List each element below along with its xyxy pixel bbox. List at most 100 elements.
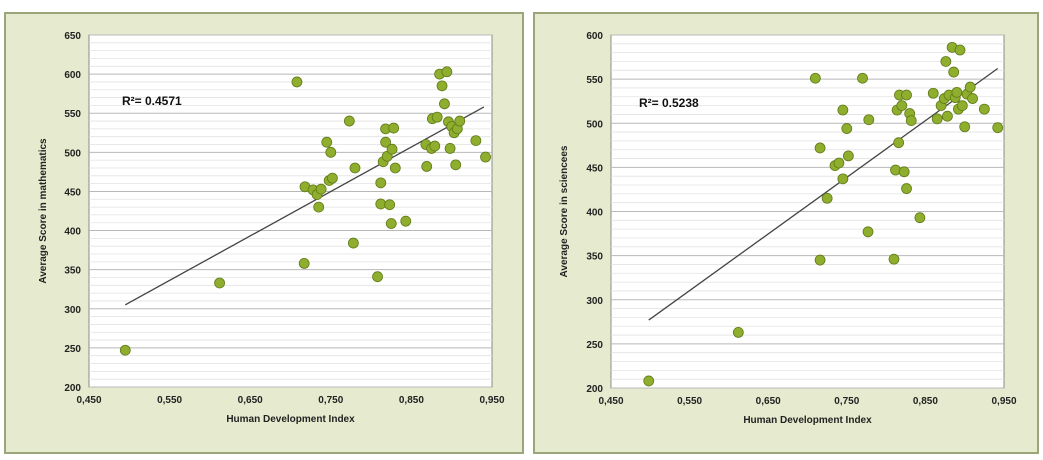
data-point [386,143,398,155]
y-tick-label: 600 [586,31,603,42]
x-tick-label: 0,650 [238,395,263,406]
data-point [857,72,868,84]
x-axis-title: Human Development Index [743,415,872,426]
data-point [842,150,854,162]
data-point [372,271,383,283]
data-point [450,159,462,171]
data-point [901,89,912,101]
y-tick-label: 200 [64,383,81,394]
data-point [439,98,450,110]
y-tick-label: 600 [64,70,81,81]
data-point [429,140,441,152]
data-point [315,183,327,195]
data-point [384,199,396,211]
data-point [732,327,744,338]
chart-panel-sciences: 200 250 300 350 400 450 500 550 600 0,450 0,550 0,6… [533,12,1039,454]
y-tick-label: 250 [64,344,81,355]
data-point [931,113,943,125]
data-point [380,136,392,148]
y-tick-label: 500 [64,148,81,159]
data-point [959,121,971,133]
x-tick-label: 0,550 [677,396,702,407]
data-point [896,100,908,111]
data-point [901,183,912,194]
data-point [347,237,359,249]
data-point [400,215,412,227]
data-point [905,115,917,127]
data-point [942,110,953,122]
data-point [821,192,833,204]
y-tick-label: 250 [586,340,603,351]
x-tick-label: 0,550 [157,395,182,406]
y-tick-label: 450 [586,163,603,174]
data-point [119,344,131,356]
data-point [375,198,387,210]
data-point [291,76,303,88]
x-tick-label: 0,850 [913,396,938,407]
data-point [436,80,448,92]
data-point [454,115,466,127]
r-squared-annotation: R²= 0.5238 [639,96,699,110]
data-point [431,111,443,123]
data-point [914,212,926,224]
data-point [389,162,401,174]
data-point [954,44,966,56]
data-point [470,135,482,146]
x-axis-title: Human Development Index [226,414,355,425]
data-point [343,115,355,127]
y-tick-label: 550 [64,109,81,120]
data-point [809,72,821,84]
x-tick-label: 0,750 [318,395,343,406]
y-tick-label: 550 [586,75,603,86]
data-point [964,81,976,93]
data-point [898,166,910,178]
x-tick-label: 0,450 [598,396,623,407]
y-tick-label: 350 [586,252,603,263]
data-point [992,122,1004,134]
data-point [863,114,875,126]
x-tick-label: 0,650 [756,396,781,407]
x-tick-label: 0,750 [834,396,859,407]
data-point [837,104,849,116]
data-point [940,56,952,67]
data-point [313,201,325,213]
data-point [421,161,433,172]
y-tick-label: 650 [64,31,81,42]
data-point [862,226,874,238]
data-point [349,162,361,174]
scatter-chart-mathematics: 200 250 300 350 400 450 500 550 600 650 0,450 0,550… [38,31,505,425]
data-point [888,253,900,265]
data-point [814,142,826,154]
y-tick-label: 400 [586,208,603,219]
data-point [837,173,849,185]
data-point [444,143,456,154]
chart-panel-mathematics: 200 250 300 350 400 450 500 550 600 650 0,450 0,550… [4,12,524,454]
y-tick-label: 350 [64,266,81,277]
x-tick-label: 0,950 [479,395,504,406]
y-tick-label: 300 [64,305,81,316]
x-tick-label: 0,950 [991,396,1016,407]
y-tick-label: 450 [64,187,81,198]
y-tick-label: 400 [64,227,81,238]
data-point [480,151,491,163]
data-point [388,122,400,134]
data-point [841,123,853,134]
data-point [298,258,310,269]
data-point [833,157,845,169]
data-point [814,254,826,266]
data-point [643,375,655,387]
data-point [951,86,963,98]
data-point [375,177,387,189]
data-point [214,277,225,289]
x-tick-label: 0,450 [76,395,101,406]
data-point [948,66,960,78]
y-tick-label: 200 [586,384,603,395]
data-point [927,87,939,99]
data-point [385,218,397,229]
data-point [327,172,338,184]
y-tick-label: 500 [586,119,603,130]
data-point [978,103,990,115]
data-point [321,136,333,148]
data-point [325,146,337,158]
r-squared-annotation: R²= 0.4571 [122,94,182,108]
